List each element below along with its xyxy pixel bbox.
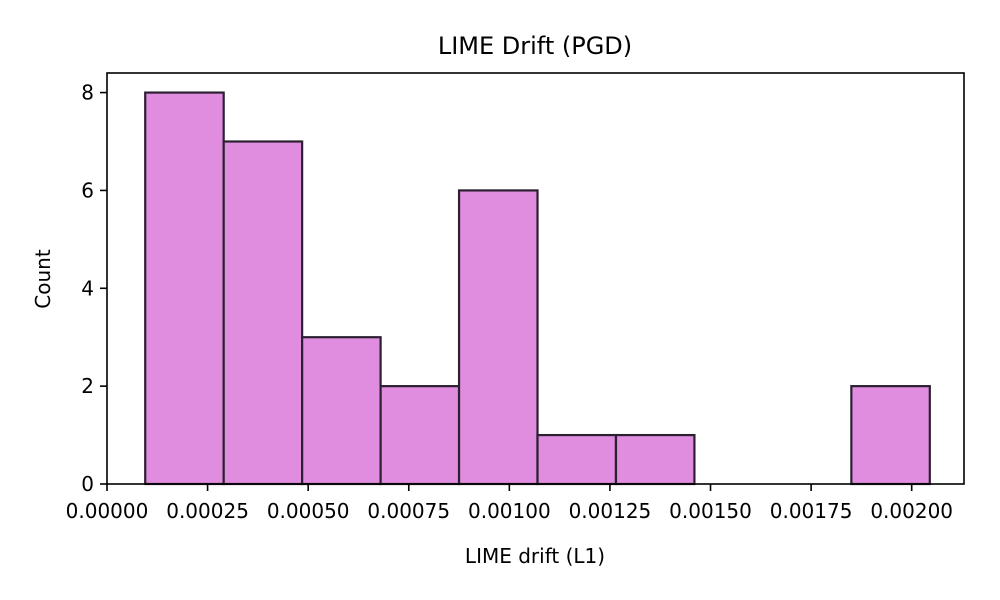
- histogram-bar: [301, 336, 382, 486]
- x-tick-label: 0.00100: [468, 499, 551, 523]
- x-tick-label: 0.00000: [66, 499, 149, 523]
- histogram-bar: [379, 385, 461, 486]
- histogram-bar: [536, 433, 618, 486]
- bars-group: [144, 91, 931, 486]
- x-tick-label: 0.00200: [870, 499, 953, 523]
- y-axis-label: Count: [31, 249, 55, 309]
- y-axis: 0 2 4 6 8: [81, 81, 107, 496]
- x-tick-label: 0.00025: [166, 499, 249, 523]
- histogram-bar: [850, 385, 931, 486]
- x-tick-label: 0.00075: [367, 499, 450, 523]
- x-tick-label: 0.00150: [669, 499, 752, 523]
- x-axis: 0.00000 0.00025 0.00050 0.00075 0.00100 0.001…: [66, 484, 953, 523]
- x-axis-label: LIME drift (L1): [465, 544, 605, 568]
- y-tick-label: 2: [81, 374, 94, 398]
- y-tick-label: 6: [81, 178, 94, 202]
- y-tick-label: 8: [81, 81, 94, 105]
- x-tick-label: 0.00125: [569, 499, 652, 523]
- chart-title: LIME Drift (PGD): [438, 32, 632, 60]
- plot-frame: [106, 72, 965, 485]
- histogram-bar: [614, 433, 696, 486]
- histogram-bar: [144, 91, 225, 486]
- y-tick-label: 4: [81, 276, 94, 300]
- histogram-bar: [457, 189, 539, 486]
- x-tick-label: 0.00175: [770, 499, 853, 523]
- histogram-bar: [222, 140, 304, 486]
- y-tick-label: 0: [81, 472, 94, 496]
- x-tick-label: 0.00050: [267, 499, 350, 523]
